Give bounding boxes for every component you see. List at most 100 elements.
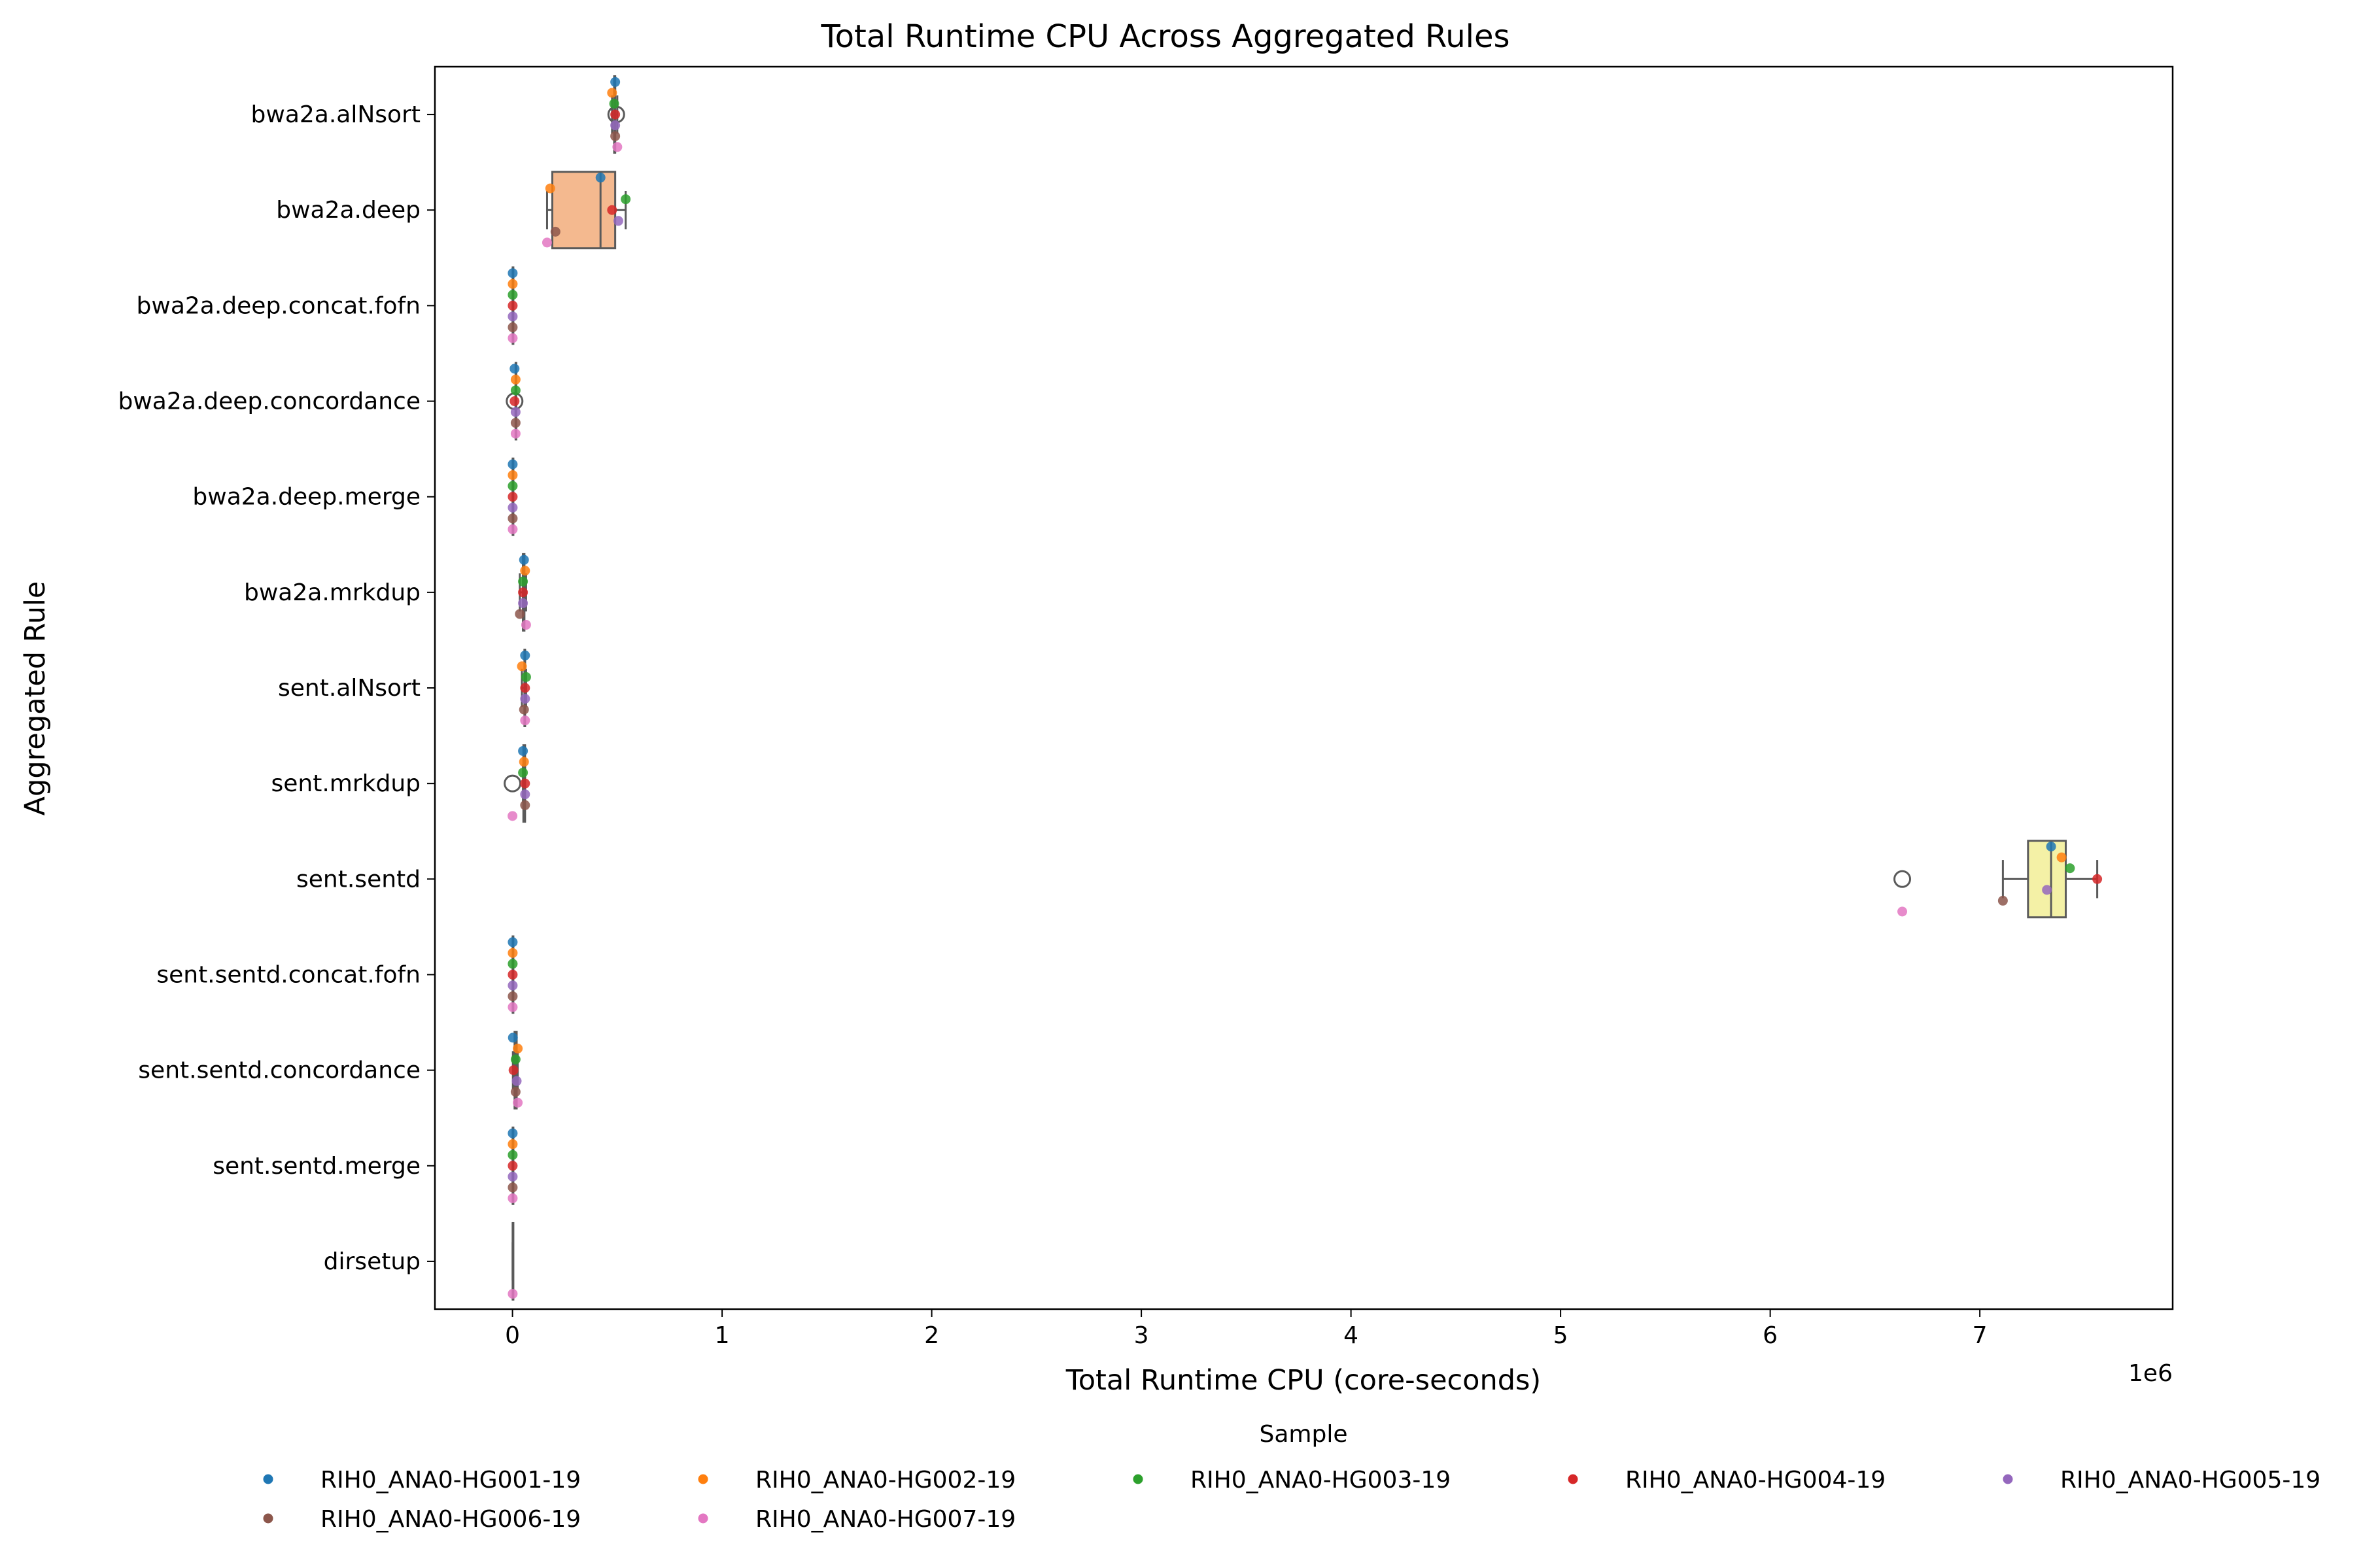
data-point [607, 205, 617, 215]
data-point [508, 459, 518, 470]
y-tick-label: sent.sentd.concordance [138, 1057, 421, 1084]
x-tick-label: 4 [1343, 1322, 1358, 1349]
x-axis-offset-label: 1e6 [2128, 1360, 2173, 1387]
data-point [520, 683, 530, 693]
legend-item: RIH0_ANA0-HG004-19 [1568, 1467, 1886, 1494]
outlier-point [1893, 870, 1912, 888]
y-tick-label: sent.sentd [296, 866, 421, 893]
legend-item: RIH0_ANA0-HG005-19 [2003, 1467, 2320, 1494]
data-point [621, 194, 631, 205]
data-point [520, 566, 530, 576]
data-point [542, 237, 552, 248]
data-point [510, 428, 521, 439]
data-point [613, 216, 623, 226]
data-point [520, 800, 530, 810]
data-point [607, 88, 617, 98]
x-tick-label: 3 [1134, 1322, 1149, 1349]
data-point [2092, 874, 2103, 884]
legend-label: RIH0_ANA0-HG003-19 [1190, 1467, 1451, 1494]
chart-title: Total Runtime CPU Across Aggregated Rule… [820, 18, 1509, 55]
legend-marker [1133, 1474, 1143, 1484]
data-point [2042, 885, 2052, 895]
data-point [521, 620, 531, 630]
data-point [515, 609, 525, 619]
data-point [511, 1076, 522, 1086]
x-tick-label: 5 [1553, 1322, 1568, 1349]
box-iqr [551, 171, 617, 250]
data-point [1897, 906, 1908, 917]
data-point [508, 524, 518, 534]
data-point [508, 969, 518, 980]
data-point [518, 745, 528, 756]
data-point [508, 1289, 518, 1299]
data-point [595, 173, 606, 183]
legend-label: RIH0_ANA0-HG007-19 [755, 1506, 1016, 1533]
data-point [520, 778, 530, 789]
series-RIH0_ANA0-HG004-19 [508, 109, 2103, 1171]
legend-marker [698, 1474, 708, 1484]
data-point [513, 1043, 523, 1053]
data-point [510, 385, 521, 396]
data-point [610, 131, 621, 141]
legend-item: RIH0_ANA0-HG002-19 [698, 1467, 1016, 1494]
y-tick-label: bwa2a.mrkdup [244, 579, 421, 606]
series-RIH0_ANA0-HG007-19 [508, 142, 1908, 1299]
data-point [508, 1002, 518, 1012]
data-point [545, 183, 555, 194]
data-point [610, 77, 621, 87]
legend-item: RIH0_ANA0-HG006-19 [263, 1506, 581, 1533]
series-RIH0_ANA0-HG005-19 [508, 120, 2052, 1182]
box-sent.sentd [1893, 840, 2099, 919]
data-point [508, 1182, 518, 1193]
legend-label: RIH0_ANA0-HG001-19 [320, 1467, 581, 1494]
legend-marker [263, 1474, 273, 1484]
data-point [518, 576, 528, 587]
data-point [520, 694, 530, 704]
data-point [508, 1139, 518, 1150]
data-point [508, 333, 518, 343]
data-point [550, 226, 561, 237]
data-point [508, 311, 518, 322]
series-RIH0_ANA0-HG002-19 [508, 88, 2067, 1150]
data-point [510, 1087, 521, 1097]
data-point [612, 142, 623, 152]
data-point [510, 1054, 521, 1065]
data-point [508, 268, 518, 279]
data-point [2056, 852, 2067, 863]
data-point [508, 279, 518, 289]
legend-label: RIH0_ANA0-HG004-19 [1625, 1467, 1886, 1494]
x-tick-label: 6 [1763, 1322, 1778, 1349]
data-point [508, 513, 518, 524]
y-tick-label: bwa2a.alNsort [251, 101, 421, 128]
data-point [521, 672, 531, 682]
data-point [509, 396, 520, 407]
data-point [518, 768, 528, 778]
data-point [508, 1128, 518, 1138]
series-RIH0_ANA0-HG003-19 [508, 99, 2075, 1160]
data-point [508, 1193, 518, 1203]
data-point [508, 811, 518, 821]
data-point [508, 1033, 518, 1043]
data-point [510, 374, 521, 384]
y-tick-label: bwa2a.deep.concordance [118, 388, 421, 415]
series-RIH0_ANA0-HG006-19 [508, 131, 2008, 1193]
x-tick-label: 1 [715, 1322, 730, 1349]
data-point [508, 470, 518, 481]
data-point [519, 555, 529, 565]
data-point [508, 980, 518, 991]
data-point [508, 290, 518, 300]
data-point [610, 109, 621, 120]
legend-item: RIH0_ANA0-HG003-19 [1133, 1467, 1451, 1494]
data-point [2065, 863, 2075, 874]
legend-marker [2003, 1474, 2013, 1484]
data-point [609, 99, 619, 109]
series-RIH0_ANA0-HG001-19 [508, 77, 2056, 1138]
data-point [508, 322, 518, 333]
data-point [519, 757, 529, 767]
data-point [508, 948, 518, 958]
data-point [520, 715, 530, 726]
data-point [517, 661, 527, 672]
data-point [510, 418, 521, 428]
legend-item: RIH0_ANA0-HG007-19 [698, 1506, 1016, 1533]
legend-item: RIH0_ANA0-HG001-19 [263, 1467, 581, 1494]
